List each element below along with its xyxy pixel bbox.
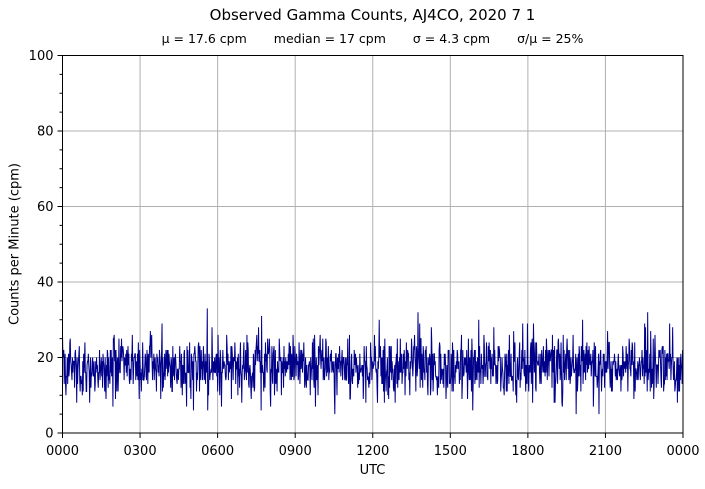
x-tick-label: 0300	[124, 444, 157, 459]
stat-median: median = 17 cpm	[273, 31, 386, 46]
stat-mean: μ = 17.6 cpm	[161, 31, 247, 46]
y-tick-label: 60	[37, 200, 54, 215]
chart-title: Observed Gamma Counts, AJ4CO, 2020 7 1	[209, 6, 536, 24]
x-tick-label: 0600	[201, 444, 234, 459]
y-tick-label: 20	[37, 351, 54, 366]
x-tick-label: 0000	[46, 444, 79, 459]
data-line	[62, 308, 684, 415]
x-tick-label: 2100	[589, 444, 622, 459]
y-tick-label: 100	[29, 49, 54, 64]
y-tick-label: 40	[37, 276, 54, 291]
stat-sigma: σ = 4.3 cpm	[412, 31, 491, 46]
stat-sigma-over-mu: σ/μ = 25%	[517, 31, 584, 46]
x-tick-label: 1500	[434, 444, 467, 459]
y-tick-label: 80	[37, 125, 54, 140]
x-tick-label: 1800	[511, 444, 544, 459]
x-tick-label: 0900	[279, 444, 312, 459]
x-tick-label: 0000	[666, 444, 699, 459]
x-axis-label: UTC	[359, 463, 386, 478]
x-tick-label: 1200	[356, 444, 389, 459]
chart-stats-subtitle: μ = 17.6 cpm median = 17 cpm σ = 4.3 cpm…	[62, 31, 683, 46]
y-tick-label: 0	[45, 427, 53, 442]
